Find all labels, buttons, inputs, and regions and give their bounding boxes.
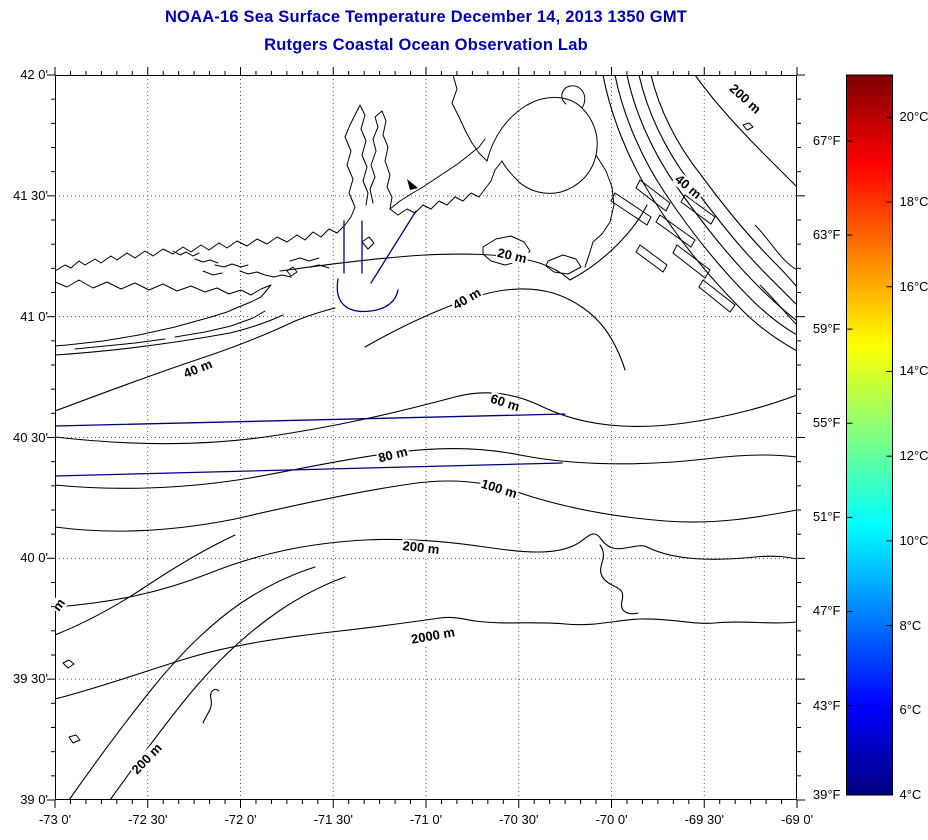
y-tick-label: 40 0'	[20, 550, 48, 566]
y-tick-label: 39 30'	[12, 671, 48, 687]
x-tick-label: -69 30'	[684, 812, 724, 827]
shoal-streak	[655, 214, 696, 248]
small-islet-sw	[62, 659, 81, 744]
colorbar-celsius-label: 6°C	[899, 702, 922, 718]
canyon-meander	[599, 544, 639, 615]
colorbar-fahrenheit-label: 67°F	[812, 132, 841, 148]
contour-200m	[55, 533, 797, 608]
colorbar-fahrenheit-label: 51°F	[812, 509, 841, 525]
y-tick-label: 41 30'	[12, 187, 48, 203]
shoal-streak	[635, 244, 668, 273]
y-tick-label: 41 0'	[20, 308, 48, 324]
colorbar-fahrenheit-label: 63°F	[812, 227, 841, 242]
contour-40m-east	[364, 288, 626, 371]
shoal-streak	[698, 279, 736, 313]
y-tick-label: 42 0'	[20, 67, 48, 82]
coast-massachusetts	[451, 75, 488, 162]
axes-frame	[55, 75, 797, 800]
x-tick-label: -69 0'	[780, 812, 814, 827]
coast-outer-cape	[484, 154, 615, 268]
sound-track-curve	[336, 278, 399, 313]
shoal-streak	[610, 192, 652, 226]
contour-40m-east-bundle	[650, 75, 797, 288]
x-tick-label: -73 0'	[38, 812, 72, 827]
coast-long-island-north	[55, 279, 272, 296]
y-tick-label: 40 30'	[12, 429, 48, 445]
coast-long-island-south	[55, 305, 242, 347]
colorbar-fahrenheit-label: 59°F	[812, 321, 841, 337]
shoal-streak	[635, 179, 671, 212]
colorbar-celsius-label: 20°C	[899, 109, 928, 125]
x-tick-label: -71 0'	[409, 812, 443, 827]
shoal-streak	[672, 244, 711, 279]
hudson-canyon-contour-3	[55, 534, 236, 636]
coastlines	[55, 75, 615, 350]
contour-60m	[55, 392, 797, 445]
coast-connecticut	[55, 206, 356, 272]
coast-narragansett-bay	[344, 104, 399, 216]
colorbar-celsius-label: 4°C	[899, 787, 922, 802]
x-tick-label: -72 0'	[224, 812, 257, 827]
colorbar-celsius-label: 12°C	[899, 448, 928, 464]
colorbar-fahrenheit-label: 55°F	[812, 415, 841, 431]
bundle-contour	[602, 75, 797, 352]
island-marthas-vineyard	[482, 235, 531, 266]
contour-20m	[279, 204, 648, 281]
x-tick-label: -70 0'	[595, 812, 628, 827]
colorbar-ticks	[846, 116, 893, 796]
colorbar-celsius-label: 14°C	[899, 363, 928, 379]
x-tick-label: -72 30'	[128, 812, 168, 827]
contour-2000m	[55, 616, 797, 700]
colorbar-celsius-label: 16°C	[899, 278, 928, 294]
temperature-colorbar	[846, 74, 893, 796]
island-block	[361, 236, 375, 250]
x-tick-label: -70 30'	[499, 812, 539, 827]
transect-lines	[55, 210, 566, 477]
current-arrow	[407, 179, 418, 190]
colorbar-celsius-label: 8°C	[899, 617, 922, 633]
coast-provincetown-hook	[561, 85, 586, 109]
contour-20m-inner	[55, 314, 284, 356]
shelf-transect-north	[55, 413, 566, 427]
y-tick-label: 39 0'	[20, 792, 48, 807]
figure-title: NOAA-16 Sea Surface Temperature December…	[164, 8, 688, 26]
contour-40m-west	[55, 307, 336, 412]
axis-ticks	[47, 67, 805, 808]
figure-subtitle: Rutgers Coastal Ocean Observation Lab	[264, 36, 588, 54]
shelf-transect-south	[55, 462, 563, 477]
coast-buzzards-bay-islands	[389, 138, 486, 216]
long-island-barrier-islands	[74, 310, 266, 350]
coast-cape-cod-bay	[486, 97, 598, 194]
small-islet	[742, 122, 754, 131]
hudson-canyon-contour-1	[68, 566, 316, 800]
island-nantucket	[545, 254, 582, 275]
colorbar-fahrenheit-label: 47°F	[812, 603, 841, 619]
bundle-contour	[626, 75, 797, 322]
graticule-grid	[55, 75, 797, 800]
contour-100m	[55, 480, 797, 532]
hudson-canyon-contour-2	[109, 576, 346, 800]
colorbar-celsius-label: 10°C	[899, 532, 928, 548]
colorbar-celsius-label: 18°C	[899, 194, 928, 210]
canyon-notch	[202, 688, 220, 724]
contour-80m	[55, 448, 797, 489]
x-tick-label: -71 30'	[313, 812, 353, 827]
sound-shore-detail	[172, 250, 330, 278]
bundle-contour	[638, 75, 797, 306]
coast-fragment-east	[754, 224, 797, 326]
bundle-contour	[614, 75, 797, 336]
island-gardiners	[286, 266, 298, 277]
great-south-channel-contours	[602, 75, 797, 352]
coast-long-island-south-fork	[240, 284, 272, 307]
colorbar-fahrenheit-label: 43°F	[812, 697, 841, 713]
contour-200m-northeast	[694, 75, 797, 188]
bathymetry-contours	[55, 204, 797, 800]
colorbar-fahrenheit-label: 39°F	[812, 787, 841, 802]
sound-track-diagonal	[370, 210, 417, 284]
